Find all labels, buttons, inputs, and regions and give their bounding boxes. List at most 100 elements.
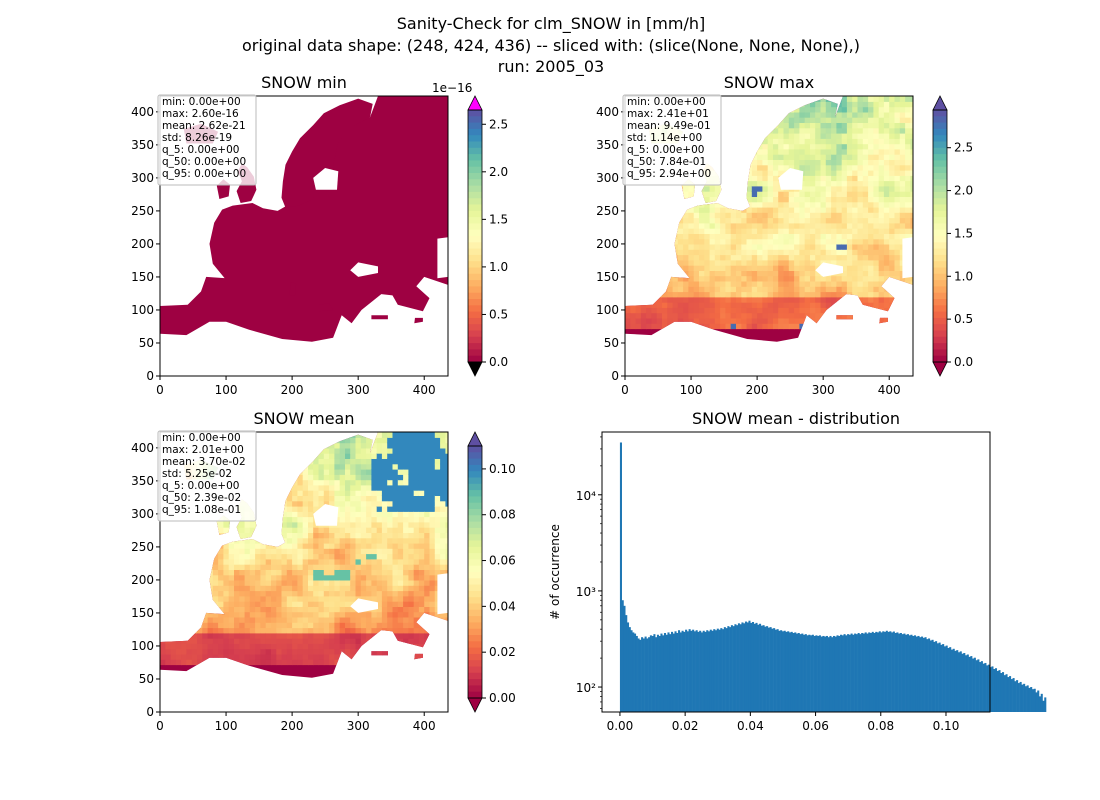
field-cell — [175, 638, 182, 644]
field-cell — [228, 558, 235, 565]
field-cell — [651, 206, 658, 213]
field-cell — [360, 653, 367, 660]
field-cell — [899, 101, 906, 108]
field-cell — [329, 484, 335, 491]
field-cell — [281, 590, 288, 597]
field-cell — [746, 254, 753, 261]
field-cell — [286, 548, 293, 555]
field-cell — [212, 643, 219, 650]
field-cell — [683, 259, 689, 266]
field-cell — [788, 217, 795, 224]
field-cell — [170, 653, 177, 660]
field-cell — [403, 606, 409, 613]
field-cell — [868, 206, 874, 213]
field-cell — [360, 590, 367, 597]
field-cell — [905, 360, 911, 367]
field-cell — [265, 564, 272, 570]
field-cell — [640, 286, 647, 293]
field-cell — [656, 222, 663, 229]
field-cell — [308, 643, 314, 650]
field-cell — [403, 616, 409, 623]
field-cell — [714, 233, 721, 240]
field-cell — [873, 228, 880, 234]
field-cell — [667, 307, 674, 314]
field-cell — [720, 185, 726, 192]
field-cell — [281, 569, 288, 576]
field-cell — [730, 323, 737, 330]
field-cell — [651, 185, 658, 192]
field-cell — [408, 627, 415, 634]
field-cell — [725, 154, 732, 160]
field-cell — [329, 632, 335, 639]
field-cell — [815, 127, 822, 134]
field-cell — [746, 323, 753, 330]
field-cell — [276, 622, 283, 629]
field-cell — [366, 548, 372, 555]
field-cell — [392, 432, 399, 438]
field-cell — [693, 265, 700, 271]
field-cell — [725, 175, 732, 182]
field-cell — [207, 527, 214, 533]
field-cell — [704, 291, 711, 298]
field-cell — [868, 270, 874, 277]
field-cell — [846, 164, 853, 171]
field-cell — [746, 122, 753, 129]
field-cell — [392, 696, 399, 703]
field-cell — [249, 569, 256, 576]
field-cell — [751, 312, 758, 319]
field-cell — [725, 312, 732, 319]
field-cell — [709, 265, 716, 271]
field-cell — [677, 238, 684, 245]
field-cell — [297, 622, 304, 629]
field-cell — [292, 521, 298, 528]
field-cell — [297, 564, 304, 570]
field-cell — [640, 312, 647, 319]
field-cell — [846, 148, 853, 155]
field-cell — [366, 643, 372, 650]
field-cell — [345, 564, 351, 570]
field-cell — [836, 302, 843, 308]
field-cell — [751, 270, 758, 277]
field-cell — [392, 447, 399, 454]
field-cell — [392, 458, 399, 465]
field-cell — [677, 275, 684, 282]
field-cell — [831, 307, 837, 314]
field-cell — [825, 312, 832, 319]
field-cell — [757, 191, 763, 197]
field-cell — [381, 690, 388, 697]
field-cell — [815, 212, 822, 219]
field-cell — [794, 317, 800, 324]
field-cell — [725, 317, 732, 324]
field-cell — [667, 296, 674, 303]
field-cell — [308, 574, 314, 581]
field-cell — [318, 453, 325, 459]
field-cell — [799, 254, 806, 261]
field-cell — [883, 191, 890, 197]
field-cell — [815, 291, 822, 298]
field-cell — [212, 648, 219, 655]
field-cell — [905, 138, 911, 145]
field-cell — [160, 611, 166, 618]
field-cell — [794, 196, 800, 203]
field-cell — [736, 302, 742, 308]
field-cell — [297, 506, 304, 512]
field-cell — [286, 432, 293, 438]
field-cell — [376, 532, 383, 539]
field-cell — [762, 143, 769, 150]
field-cell — [725, 143, 732, 150]
field-cell — [810, 265, 816, 271]
field-cell — [366, 616, 372, 623]
field-cell — [286, 511, 293, 518]
field-cell — [345, 627, 351, 634]
field-cell — [625, 254, 631, 261]
field-cell — [883, 344, 890, 351]
field-cell — [720, 206, 726, 213]
field-cell — [762, 127, 769, 134]
field-cell — [725, 296, 732, 303]
field-cell — [223, 638, 230, 644]
field-cell — [630, 275, 637, 282]
field-cell — [883, 122, 890, 129]
field-cell — [709, 307, 716, 314]
field-cell — [831, 238, 837, 245]
field-cell — [170, 537, 177, 544]
